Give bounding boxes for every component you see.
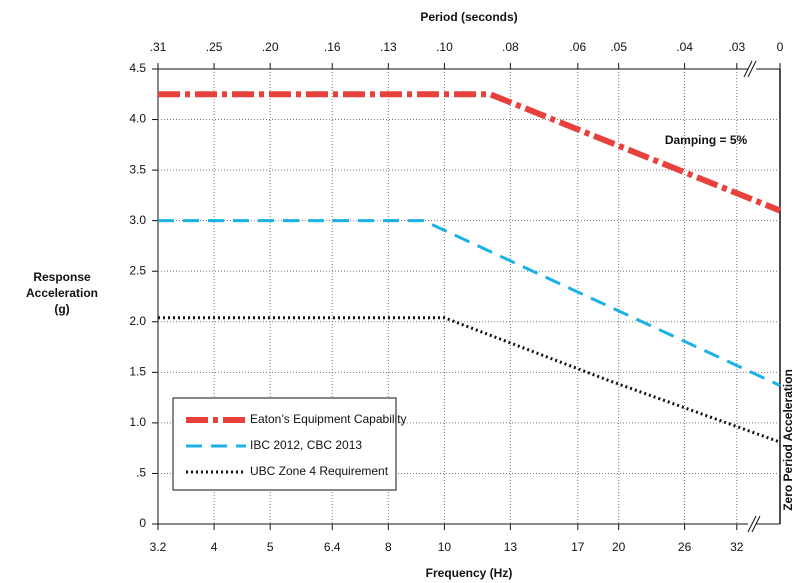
y-tick-label: .5 <box>136 466 146 480</box>
series-line <box>158 91 782 214</box>
right-label: Zero Period Acceleration <box>781 369 792 511</box>
x-axis-title: Frequency (Hz) <box>426 566 513 580</box>
top-tick-label: .16 <box>324 40 341 54</box>
y-tick-label: 3.5 <box>129 162 146 176</box>
series-line <box>158 316 781 444</box>
y-tick-label: 4.5 <box>129 61 146 75</box>
x-tick-label: 3.2 <box>150 540 167 554</box>
x-tick-label: 4 <box>211 540 218 554</box>
y-tick-label: 1.5 <box>129 365 146 379</box>
series-line <box>158 219 781 387</box>
x-tick-label: 17 <box>571 540 585 554</box>
x-tick-label: 32 <box>730 540 744 554</box>
y-tick-label: 1.0 <box>129 415 146 429</box>
top-tick-label: .31 <box>150 40 167 54</box>
top-tick-label: .03 <box>728 40 745 54</box>
annotation: Damping = 5% <box>665 133 748 147</box>
axis-break <box>743 60 761 533</box>
top-tick-label: .10 <box>436 40 453 54</box>
x-tick-label: 10 <box>438 540 452 554</box>
y-axis-title: (g) <box>54 302 69 316</box>
top-axis-title: Period (seconds) <box>420 10 517 24</box>
top-tick-label: .08 <box>502 40 519 54</box>
top-tick-label: .05 <box>610 40 627 54</box>
x-tick-label: 5 <box>267 540 274 554</box>
y-tick-label: 4.0 <box>129 112 146 126</box>
top-tick-label: .25 <box>206 40 223 54</box>
x-tick-label: 20 <box>612 540 626 554</box>
legend-label: UBC Zone 4 Requirement <box>250 464 389 478</box>
legend-label: Eaton’s Equipment Capability <box>250 412 407 426</box>
y-tick-label: 3.0 <box>129 213 146 227</box>
top-tick-label: .04 <box>676 40 693 54</box>
y-axis-title: Acceleration <box>26 286 98 300</box>
legend-box <box>172 397 397 491</box>
x-tick-label: 13 <box>504 540 518 554</box>
y-axis-title: Response <box>33 270 91 284</box>
top-tick-label: .20 <box>262 40 279 54</box>
x-tick-label: 26 <box>678 540 692 554</box>
legend-label: IBC 2012, CBC 2013 <box>250 438 362 452</box>
y-tick-label: 2.5 <box>129 263 146 277</box>
top-tick-label: .13 <box>380 40 397 54</box>
y-tick-label: 2.0 <box>129 314 146 328</box>
x-tick-label: 8 <box>385 540 392 554</box>
top-tick-label: .06 <box>569 40 586 54</box>
plot <box>158 69 782 524</box>
top-tick-label: 0 <box>777 40 784 54</box>
x-tick-label: 6.4 <box>324 540 341 554</box>
y-tick-label: 0 <box>139 516 146 530</box>
